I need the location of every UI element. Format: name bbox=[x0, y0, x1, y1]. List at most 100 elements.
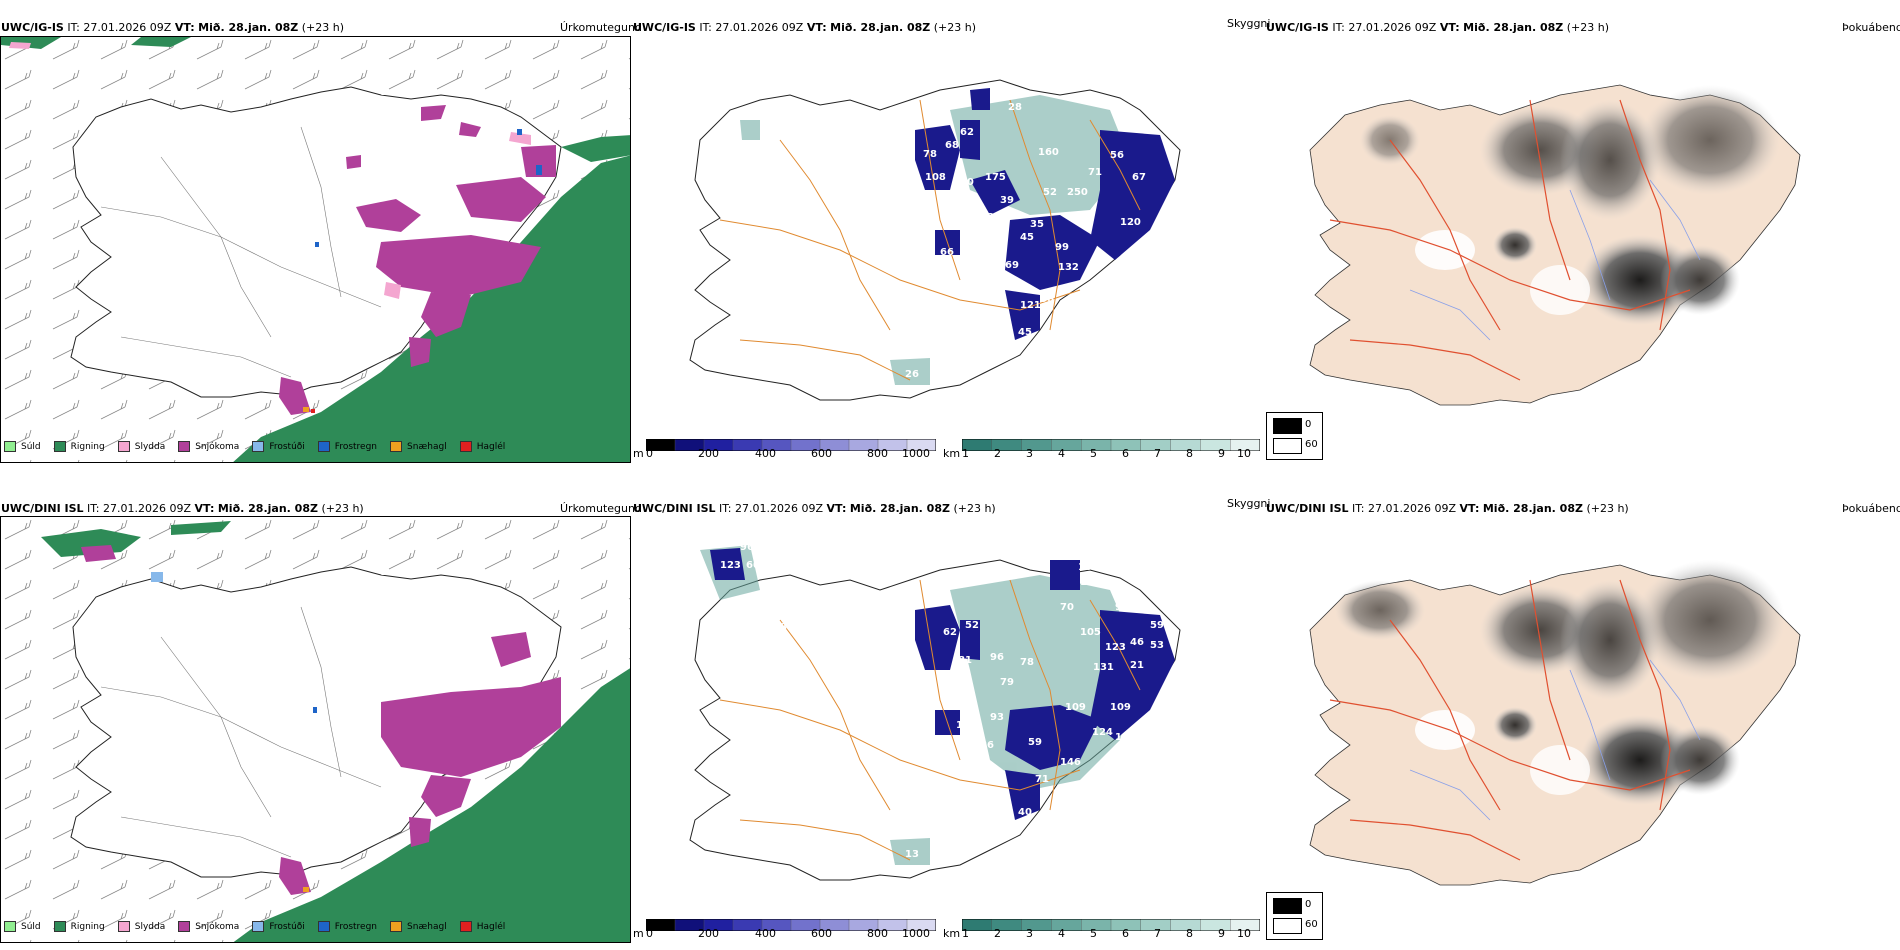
legend-item: Súld bbox=[4, 441, 41, 452]
vis-label: 116 bbox=[1080, 577, 1101, 588]
legend-item: Frostúði bbox=[252, 921, 305, 932]
legend-swatch bbox=[252, 921, 265, 932]
colorbar-tick: 600 bbox=[811, 447, 832, 460]
colorbar-segment bbox=[1051, 438, 1082, 452]
visibility-map[interactable]: 77 66 78 68 62 108 110 127 175 93 39 103… bbox=[660, 40, 1260, 430]
precip-sleet bbox=[9, 42, 531, 299]
colorbar-tick: 8 bbox=[1186, 927, 1193, 940]
colorbar-height-strip bbox=[645, 918, 937, 932]
legend-item: Frostregn bbox=[317, 921, 377, 932]
fog-legend-dark-swatch bbox=[1273, 898, 1302, 914]
vis-label: 105 bbox=[1080, 627, 1101, 638]
colorbar-height-strip bbox=[645, 438, 937, 452]
vis-label: 103 bbox=[978, 237, 999, 248]
fog-legend-dark-swatch bbox=[1273, 418, 1302, 434]
vis-label: 109 bbox=[1110, 702, 1131, 713]
precip-map-panel[interactable] bbox=[0, 516, 631, 943]
colorbar-tick: 3 bbox=[1026, 447, 1033, 460]
legend-item: Snjókoma bbox=[178, 921, 239, 932]
vis-label: 124 bbox=[1092, 727, 1113, 738]
colorbar-tick: 600 bbox=[811, 927, 832, 940]
vis-label: 132 bbox=[1058, 262, 1079, 273]
vis-label: 46 bbox=[1130, 637, 1144, 648]
precip-header: UWC/IG-IS IT: 27.01.2026 09Z VT: Mið. 28… bbox=[1, 21, 345, 34]
fog-legend-light-swatch bbox=[1273, 438, 1302, 454]
colorbar-tick: 1 bbox=[962, 927, 969, 940]
colorbar-tick: 0 bbox=[646, 447, 653, 460]
vis-label: 52 bbox=[965, 620, 979, 631]
vis-label: 77 bbox=[897, 239, 911, 250]
legend-swatch bbox=[390, 921, 403, 932]
colorbar-tick: 10 bbox=[1237, 927, 1251, 940]
colorbar-height-unit: m bbox=[633, 927, 644, 940]
vis-header: UWC/DINI ISL IT: 27.01.2026 09Z VT: Mið.… bbox=[633, 502, 996, 515]
legend-item: Rigning bbox=[53, 921, 105, 932]
fog-map[interactable] bbox=[1290, 40, 1890, 430]
legend-swatch bbox=[117, 441, 130, 452]
vis-label: 71 bbox=[1088, 167, 1102, 178]
vis-label: 160 bbox=[1038, 147, 1059, 158]
vis-label: 78 bbox=[1020, 657, 1034, 668]
precip-frost bbox=[151, 572, 317, 892]
vis-label: 78 bbox=[923, 149, 937, 160]
vis-label: 121 bbox=[1020, 300, 1041, 311]
colorbar-tick: 800 bbox=[867, 927, 888, 940]
vis-label: 99 bbox=[1055, 242, 1069, 253]
vis-label: 131 bbox=[1093, 662, 1114, 673]
legend-item: Slydda bbox=[117, 441, 165, 452]
legend-swatch bbox=[53, 921, 66, 932]
colorbar-height bbox=[645, 436, 937, 455]
colorbar-tick: 2 bbox=[994, 447, 1001, 460]
fog-legend-light-swatch bbox=[1273, 918, 1302, 934]
vis-label: 62 bbox=[943, 627, 957, 638]
vis-label: 40 bbox=[1018, 807, 1032, 818]
precip-legend: Súld Rigning Slydda Snjókoma Frostúði Fr… bbox=[4, 438, 518, 455]
legend-swatch bbox=[390, 441, 403, 452]
precip-map bbox=[1, 517, 630, 942]
colorbar-tick: 6 bbox=[1122, 447, 1129, 460]
legend-item: Frostúði bbox=[252, 441, 305, 452]
vis-label: 79 bbox=[1000, 677, 1014, 688]
vis-label: 26 bbox=[905, 369, 919, 380]
colorbar-tick: 400 bbox=[755, 927, 776, 940]
vis-label: 56 bbox=[1110, 150, 1124, 161]
vis-header: UWC/IG-IS IT: 27.01.2026 09Z VT: Mið. 28… bbox=[633, 21, 977, 34]
vis-label: 66 bbox=[1040, 294, 1054, 305]
vis-label: 250 bbox=[1067, 187, 1088, 198]
precip-legend: Súld Rigning Slydda Snjókoma Frostúði Fr… bbox=[4, 918, 518, 935]
vis-label: 96 bbox=[990, 652, 1004, 663]
colorbar-tick: 1000 bbox=[902, 927, 930, 940]
vis-label: 67 bbox=[1132, 172, 1146, 183]
vis-label: 71 bbox=[1035, 774, 1049, 785]
colorbar-height bbox=[645, 916, 937, 935]
vis-label: 93 bbox=[990, 712, 1004, 723]
precip-header: UWC/DINI ISL IT: 27.01.2026 09Z VT: Mið.… bbox=[1, 502, 364, 515]
legend-swatch bbox=[459, 921, 472, 932]
colorbar-segment bbox=[1200, 438, 1231, 452]
precip-rain-band bbox=[1, 37, 630, 462]
precip-map bbox=[1, 37, 630, 462]
colorbar-segment bbox=[1200, 918, 1231, 932]
fog-legend: 0 60 bbox=[1266, 412, 1323, 460]
fog-shading bbox=[1335, 560, 1785, 805]
precip-map-panel[interactable] bbox=[0, 36, 631, 463]
vis-label: 85 bbox=[780, 622, 794, 633]
vis-label: 13 bbox=[905, 849, 919, 860]
fog-legend-light-label: 60 bbox=[1305, 919, 1318, 930]
vis-label: 81 bbox=[958, 655, 972, 666]
visibility-map[interactable]: 96 123 60 87 85 62 52 81 96 116 108 90 7… bbox=[660, 520, 1260, 910]
colorbar-tick: 400 bbox=[755, 447, 776, 460]
colorbar-tick: 2 bbox=[994, 927, 1001, 940]
colorbar-segment bbox=[1051, 918, 1082, 932]
fog-rivers bbox=[1409, 179, 1701, 341]
vis-label: 66 bbox=[940, 247, 954, 258]
fog-title: Þokuábendi bbox=[1842, 502, 1900, 515]
legend-swatch bbox=[53, 441, 66, 452]
colorbar-visibility bbox=[961, 916, 1261, 935]
fog-map[interactable] bbox=[1290, 520, 1890, 910]
fog-legend: 0 60 bbox=[1266, 892, 1323, 940]
colorbar-tick: 9 bbox=[1218, 927, 1225, 940]
vis-label: 18 bbox=[956, 720, 970, 731]
vis-label: 72 bbox=[1102, 272, 1116, 283]
colorbar-tick: 7 bbox=[1154, 447, 1161, 460]
